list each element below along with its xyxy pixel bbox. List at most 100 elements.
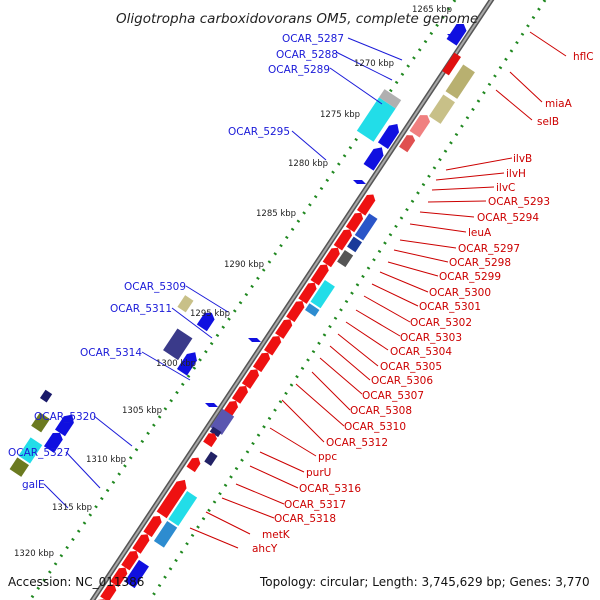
gene-label[interactable]: OCAR_5297 bbox=[458, 243, 520, 255]
kbp-label: 1315 kbp bbox=[52, 503, 92, 513]
feature-ilvC bbox=[333, 229, 353, 251]
feature-metK bbox=[100, 584, 117, 600]
feature-blue-box-2 bbox=[347, 236, 363, 253]
gene-label[interactable]: OCAR_5306 bbox=[371, 375, 433, 387]
feature-blue-box-1 bbox=[354, 213, 378, 241]
gene-label[interactable]: OCAR_5308 bbox=[350, 405, 412, 417]
feature-cyan-3 bbox=[168, 490, 198, 526]
gene-label[interactable]: OCAR_5303 bbox=[400, 332, 462, 344]
kbp-label: 1290 kbp bbox=[224, 260, 264, 270]
feature-blue-box-3 bbox=[124, 559, 149, 589]
gene-label[interactable]: ahcY bbox=[252, 543, 278, 555]
gene-label[interactable]: OCAR_5300 bbox=[429, 287, 491, 299]
feature-OCAR_5311-arrow bbox=[196, 312, 215, 332]
gene-label[interactable]: OCAR_5288 bbox=[276, 49, 338, 61]
feature-miaA bbox=[409, 115, 431, 138]
feature-OCAR_5311 bbox=[163, 328, 193, 361]
gene-label[interactable]: OCAR_5302 bbox=[410, 317, 472, 329]
feature-OCAR_5327-2 bbox=[43, 432, 63, 453]
feature-grey-box bbox=[337, 249, 354, 268]
feature-OCAR_5289 bbox=[363, 147, 384, 171]
feature-dark-box-1 bbox=[209, 426, 222, 438]
gene-label[interactable]: OCAR_5327 bbox=[8, 447, 70, 459]
gene-label[interactable]: OCAR_5298 bbox=[449, 257, 511, 269]
kbp-label: 1320 kbp bbox=[14, 549, 54, 559]
kbp-label: 1300 kbp bbox=[156, 359, 196, 369]
kbp-label: 1265 kbp bbox=[412, 5, 452, 15]
gene-label[interactable]: OCAR_5316 bbox=[299, 483, 361, 495]
feature-OCAR_5287 bbox=[356, 97, 396, 142]
kbp-label: 1305 kbp bbox=[122, 406, 162, 416]
feature-OCAR_5327-1 bbox=[55, 414, 74, 437]
feature-hflC-block bbox=[442, 52, 462, 76]
feature-OCAR_5302 bbox=[231, 386, 248, 404]
gene-label[interactable]: miaA bbox=[545, 98, 573, 110]
gene-label[interactable]: OCAR_5320 bbox=[34, 411, 96, 423]
gene-label[interactable]: OCAR_5301 bbox=[419, 301, 481, 313]
feature-galE-olive bbox=[31, 412, 51, 433]
kbp-label: 1280 kbp bbox=[288, 159, 328, 169]
gene-label[interactable]: metK bbox=[262, 529, 291, 541]
feature-selB bbox=[399, 135, 416, 153]
outer-reverse-features bbox=[89, 52, 475, 600]
feature-olive-1 bbox=[445, 64, 475, 99]
gene-label[interactable]: ppc bbox=[318, 451, 337, 463]
feature-OCAR_5294 bbox=[310, 264, 329, 286]
gene-label[interactable]: ilvB bbox=[513, 153, 532, 165]
feature-OCAR_5305 bbox=[203, 433, 217, 448]
gene-label[interactable]: galE bbox=[22, 479, 45, 491]
gene-label[interactable]: OCAR_5318 bbox=[274, 513, 336, 525]
gene-label[interactable]: OCAR_5307 bbox=[362, 390, 424, 402]
right-gene-labels: hflC miaA selB ilvB ilvH ilvC OCAR_5293 … bbox=[252, 51, 594, 555]
topology-text: Topology: circular; Length: 3,745,629 bp… bbox=[259, 575, 590, 589]
feature-OCAR_5320 bbox=[39, 389, 53, 403]
gene-label[interactable]: OCAR_5314 bbox=[80, 347, 142, 359]
gene-label[interactable]: OCAR_5304 bbox=[390, 346, 452, 358]
gene-label[interactable]: OCAR_5287 bbox=[282, 33, 344, 45]
gene-label[interactable]: OCAR_5293 bbox=[488, 196, 550, 208]
gene-label[interactable]: hflC bbox=[573, 51, 594, 63]
gene-label[interactable]: OCAR_5309 bbox=[124, 281, 186, 293]
scale-track-outer bbox=[28, 0, 457, 600]
feature-OCAR_5300 bbox=[252, 352, 271, 373]
kbp-label: 1270 kbp bbox=[354, 59, 394, 69]
gene-label[interactable]: OCAR_5317 bbox=[284, 499, 346, 511]
feature-olive-2 bbox=[428, 94, 455, 124]
gene-label[interactable]: OCAR_5289 bbox=[268, 64, 330, 76]
feature-purU bbox=[143, 515, 162, 538]
gene-label[interactable]: OCAR_5299 bbox=[439, 271, 501, 283]
feature-galE-olive-2 bbox=[9, 457, 29, 477]
accession-text: Accession: NC_011386 bbox=[8, 575, 144, 589]
gene-label[interactable]: OCAR_5295 bbox=[228, 126, 290, 138]
kbp-label: 1310 kbp bbox=[86, 455, 126, 465]
gene-label[interactable]: purU bbox=[306, 467, 331, 479]
feature-OCAR_5299 bbox=[264, 336, 282, 356]
gene-label[interactable]: OCAR_5311 bbox=[110, 303, 172, 315]
gene-label[interactable]: OCAR_5305 bbox=[380, 361, 442, 373]
feature-purple-box bbox=[210, 408, 235, 435]
right-leader-lines bbox=[189, 31, 567, 549]
feature-cyan-2 bbox=[304, 303, 320, 317]
feature-OCAR_5314 bbox=[176, 352, 197, 376]
left-gene-labels: OCAR_5287 OCAR_5288 OCAR_5289 OCAR_5295 … bbox=[8, 33, 344, 491]
feature-OCAR_5298 bbox=[275, 319, 293, 339]
map-title: Oligotropha carboxidovorans OM5, complet… bbox=[116, 11, 478, 27]
kbp-label: 1275 kbp bbox=[320, 110, 360, 120]
gene-label[interactable]: ilvC bbox=[496, 182, 515, 194]
feature-OCAR_5288 bbox=[377, 123, 400, 149]
feature-leuA bbox=[298, 282, 317, 304]
gene-label[interactable]: OCAR_5312 bbox=[326, 437, 388, 449]
kbp-labels: 1265 kbp 1270 kbp 1275 kbp 1280 kbp 1285… bbox=[14, 5, 452, 559]
gene-label[interactable]: selB bbox=[537, 116, 559, 128]
feature-dark-box-2 bbox=[204, 451, 218, 466]
gene-label[interactable]: OCAR_5294 bbox=[477, 212, 539, 224]
gene-label[interactable]: leuA bbox=[468, 227, 492, 239]
feature-OCAR_5307 bbox=[186, 457, 201, 473]
feature-OCAR_5287-cap bbox=[378, 89, 402, 109]
feature-OCAR_5316 bbox=[132, 534, 150, 554]
gene-label[interactable]: OCAR_5310 bbox=[344, 421, 406, 433]
gene-label[interactable]: ilvH bbox=[506, 168, 526, 180]
feature-OCAR_5297 bbox=[286, 301, 305, 323]
